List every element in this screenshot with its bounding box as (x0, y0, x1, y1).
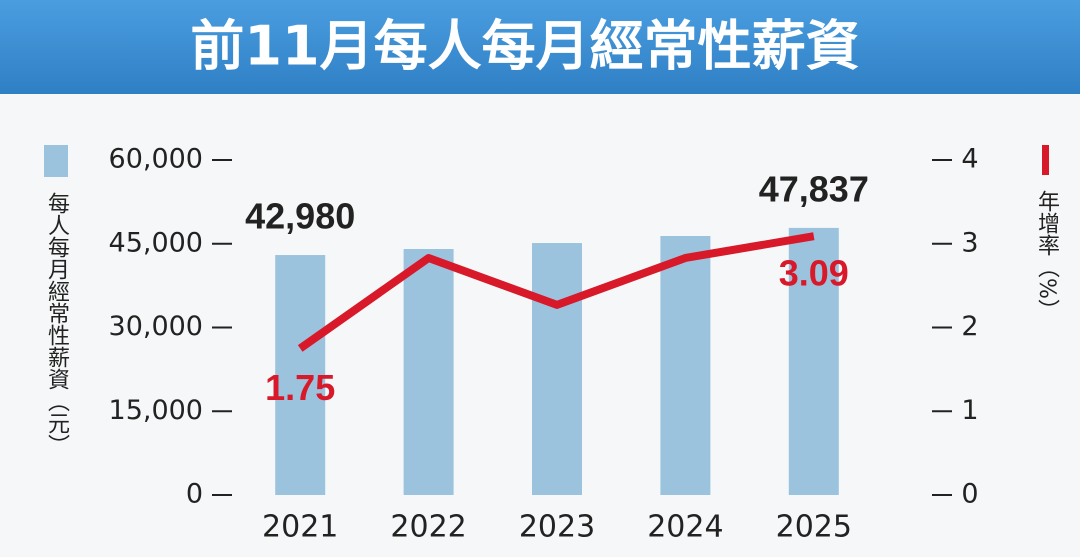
y-tick-label: 60,000 (109, 144, 203, 175)
y2-tick-label: 2 (961, 311, 978, 342)
bar (403, 248, 454, 495)
y-tick-label: 15,000 (109, 395, 203, 426)
data-label: 42,980 (245, 196, 355, 237)
legend-swatch (1042, 145, 1049, 175)
y2-tick-label: 4 (961, 144, 978, 175)
legend-swatch (44, 145, 68, 177)
y2-tick-label: 1 (961, 395, 978, 426)
bar (275, 255, 326, 495)
title-bar (0, 0, 1080, 94)
data-label: 47,837 (759, 168, 869, 209)
y-tick-label: 30,000 (109, 311, 203, 342)
y-tick-label: 0 (186, 479, 203, 510)
bar (660, 235, 711, 495)
x-tick-label: 2021 (262, 510, 338, 545)
data-label: 3.09 (779, 253, 849, 294)
chart-title: 前11月每人每月經常性薪資 (190, 15, 859, 78)
y2-tick-label: 0 (961, 479, 978, 510)
bar (788, 227, 839, 495)
x-tick-label: 2025 (776, 510, 852, 545)
y2-tick-label: 3 (961, 227, 978, 258)
legend-label: 年增率（%） (1034, 190, 1060, 321)
line (297, 232, 815, 352)
data-label: 1.75 (265, 367, 335, 408)
y-tick-label: 45,000 (109, 227, 203, 258)
legend-label: 每人每月經常性薪資（元） (44, 192, 70, 456)
x-tick-label: 2023 (519, 510, 595, 545)
bar (532, 243, 582, 495)
x-tick-label: 2022 (390, 510, 466, 545)
x-tick-label: 2024 (647, 510, 723, 545)
